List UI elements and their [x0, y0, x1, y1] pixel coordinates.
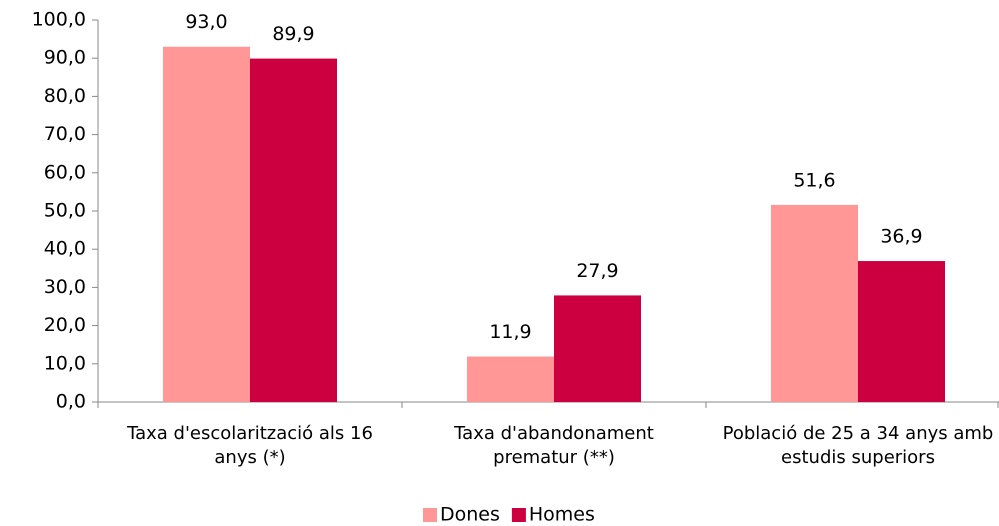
value-label: 27,9	[576, 260, 618, 282]
value-label: 89,9	[272, 23, 314, 45]
y-tick-label: 10,0	[44, 352, 86, 374]
bar	[250, 58, 337, 402]
bar	[554, 295, 641, 402]
bar	[467, 356, 554, 402]
value-label: 93,0	[185, 11, 227, 33]
y-tick-label: 70,0	[44, 123, 86, 145]
x-tick-label: Taxa d'escolarització als 16 anys (*)	[127, 423, 373, 468]
legend-label: Dones	[440, 504, 500, 526]
value-label: 36,9	[880, 226, 922, 248]
y-tick-label: 100,0	[32, 9, 86, 31]
bar	[771, 204, 858, 402]
y-tick-label: 90,0	[44, 47, 86, 69]
value-label: 11,9	[489, 321, 531, 343]
legend-swatch	[511, 508, 526, 522]
legend-label: Homes	[529, 504, 595, 526]
x-tick-label: Taxa d'abandonament prematur (**)	[454, 423, 654, 468]
y-tick-label: 20,0	[44, 314, 86, 336]
legend-swatch	[423, 508, 437, 522]
x-tick-label: Població de 25 a 34 anys amb estudis sup…	[722, 423, 994, 468]
y-tick-label: 60,0	[44, 161, 86, 183]
y-tick-label: 0,0	[56, 391, 86, 413]
y-tick-label: 80,0	[44, 85, 86, 107]
y-tick-label: 50,0	[44, 200, 86, 222]
y-tick-label: 30,0	[44, 276, 86, 298]
y-tick-label: 40,0	[44, 238, 86, 260]
bar	[858, 261, 945, 402]
value-label: 51,6	[793, 169, 835, 191]
bar	[163, 46, 250, 403]
